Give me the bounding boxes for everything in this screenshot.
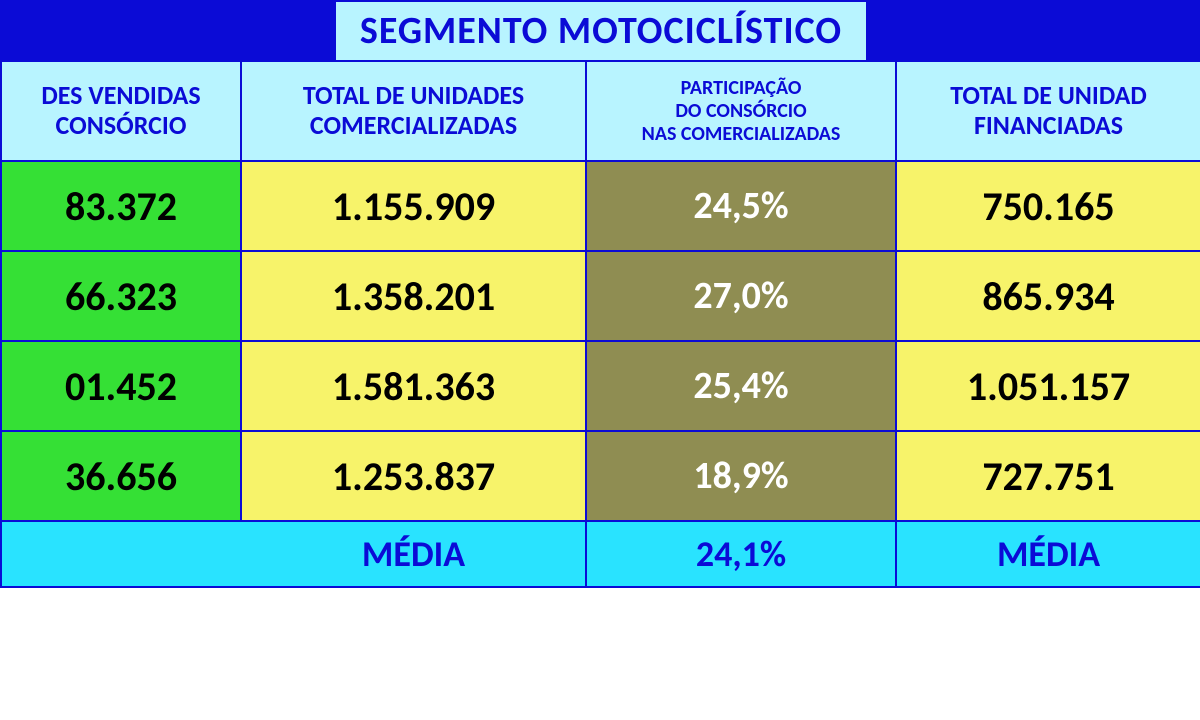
footer-media-1: MÉDIA: [241, 521, 586, 587]
cell-comercializadas: 1.581.363: [241, 341, 586, 431]
col-header-line: TOTAL DE UNIDAD: [950, 79, 1147, 111]
table-row: 83.372 1.155.909 24,5% 750.165: [1, 161, 1200, 251]
col-header-financiadas: TOTAL DE UNIDAD FINANCIADAS: [896, 61, 1200, 161]
cell-comercializadas: 1.155.909: [241, 161, 586, 251]
col-header-line: NAS COMERCIALIZADAS: [642, 122, 841, 146]
cell-participacao: 25,4%: [586, 341, 896, 431]
col-header-line: DO CONSÓRCIO: [675, 99, 806, 123]
table-row: 66.323 1.358.201 27,0% 865.934: [1, 251, 1200, 341]
footer-blank: [1, 521, 241, 587]
footer-participacao: 24,1%: [586, 521, 896, 587]
segment-table: SEGMENTO MOTOCICLÍSTICO DES VENDIDAS CON…: [0, 0, 1200, 588]
cell-comercializadas: 1.253.837: [241, 431, 586, 521]
cell-financiadas: 1.051.157: [896, 341, 1200, 431]
col-header-line: DES VENDIDAS: [41, 79, 200, 111]
title-cell: SEGMENTO MOTOCICLÍSTICO: [1, 1, 1200, 61]
cell-consorcio: 01.452: [1, 341, 241, 431]
cell-consorcio: 66.323: [1, 251, 241, 341]
col-header-line: CONSÓRCIO: [56, 109, 187, 141]
footer-row: MÉDIA 24,1% MÉDIA: [1, 521, 1200, 587]
col-header-comercializadas: TOTAL DE UNIDADES COMERCIALIZADAS: [241, 61, 586, 161]
footer-media-2: MÉDIA: [896, 521, 1200, 587]
cell-participacao: 18,9%: [586, 431, 896, 521]
cell-consorcio: 36.656: [1, 431, 241, 521]
col-header-line: TOTAL DE UNIDADES: [303, 79, 524, 111]
header-row: DES VENDIDAS CONSÓRCIO TOTAL DE UNIDADES…: [1, 61, 1200, 161]
col-header-line: COMERCIALIZADAS: [310, 109, 517, 141]
title-row: SEGMENTO MOTOCICLÍSTICO: [1, 1, 1200, 61]
col-header-consorcio: DES VENDIDAS CONSÓRCIO: [1, 61, 241, 161]
cell-participacao: 27,0%: [586, 251, 896, 341]
cell-consorcio: 83.372: [1, 161, 241, 251]
table-row: 01.452 1.581.363 25,4% 1.051.157: [1, 341, 1200, 431]
cell-financiadas: 865.934: [896, 251, 1200, 341]
col-header-participacao: PARTICIPAÇÃO DO CONSÓRCIO NAS COMERCIALI…: [586, 61, 896, 161]
cell-financiadas: 750.165: [896, 161, 1200, 251]
col-header-line: FINANCIADAS: [974, 109, 1123, 141]
cell-participacao: 24,5%: [586, 161, 896, 251]
table-row: 36.656 1.253.837 18,9% 727.751: [1, 431, 1200, 521]
col-header-line: PARTICIPAÇÃO: [681, 76, 802, 100]
cell-comercializadas: 1.358.201: [241, 251, 586, 341]
cell-financiadas: 727.751: [896, 431, 1200, 521]
table-title: SEGMENTO MOTOCICLÍSTICO: [336, 2, 866, 60]
